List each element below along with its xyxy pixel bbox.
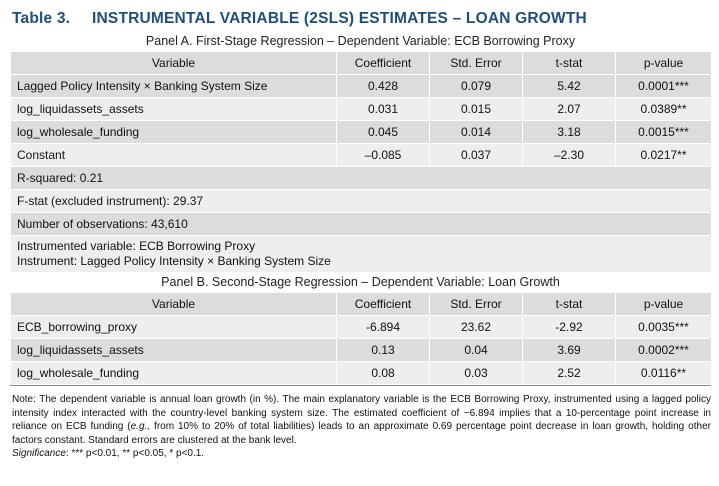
std-error-cell: 0.04 [429,338,523,362]
variable-cell: log_liquidassets_assets [10,338,337,362]
p-value-cell: 0.0002*** [615,338,712,362]
p-value-cell: 0.0001*** [615,74,712,98]
coefficient-cell: 0.13 [336,338,430,362]
column-header-std-error: Std. Error [429,292,523,316]
std-error-cell: 0.079 [429,74,523,98]
f-stat-cell: F-stat (excluded instrument): 29.37 [10,189,712,213]
table-note: Note: The dependent variable is annual l… [12,393,711,461]
panel-a-header-row: Variable Coefficient Std. Error t-stat p… [10,51,712,75]
t-stat-cell: 3.69 [522,338,616,362]
std-error-cell: 0.014 [429,120,523,144]
table-title: Table 3. INSTRUMENTAL VARIABLE (2SLS) ES… [12,10,711,28]
variable-cell: ECB_borrowing_proxy [10,315,337,339]
variable-cell: log_wholesale_funding [10,120,337,144]
t-stat-cell: -2.92 [522,315,616,339]
table-row: log_wholesale_funding 0.08 0.03 2.52 0.0… [10,361,712,385]
column-header-coefficient: Coefficient [336,51,430,75]
t-stat-cell: –2.30 [522,143,616,167]
std-error-cell: 0.03 [429,361,523,385]
coefficient-cell: –0.085 [336,143,430,167]
r-squared-cell: R-squared: 0.21 [10,166,712,190]
t-stat-cell: 2.52 [522,361,616,385]
instrumented-variable-line: Instrumented variable: ECB Borrowing Pro… [17,239,256,253]
column-header-t-stat: t-stat [522,292,616,316]
p-value-cell: 0.0389** [615,97,712,121]
p-value-cell: 0.0035*** [615,315,712,339]
column-header-p-value: p-value [615,292,712,316]
panel-a-table: Variable Coefficient Std. Error t-stat p… [10,51,712,273]
variable-cell: log_wholesale_funding [10,361,337,385]
t-stat-cell: 2.07 [522,97,616,121]
p-value-cell: 0.0015*** [615,120,712,144]
table-row: log_wholesale_funding 0.045 0.014 3.18 0… [10,120,712,144]
stat-row: Number of observations: 43,610 [10,212,712,236]
column-header-variable: Variable [10,292,337,316]
variable-cell: log_liquidassets_assets [10,97,337,121]
table-number: Table 3. [12,10,71,27]
table-row: log_liquidassets_assets 0.031 0.015 2.07… [10,97,712,121]
table-row: Lagged Policy Intensity × Banking System… [10,74,712,98]
table-row: Constant –0.085 0.037 –2.30 0.0217** [10,143,712,167]
instrument-cell: Instrumented variable: ECB Borrowing Pro… [10,235,712,273]
variable-cell: Lagged Policy Intensity × Banking System… [10,74,337,98]
column-header-coefficient: Coefficient [336,292,430,316]
t-stat-cell: 5.42 [522,74,616,98]
coefficient-cell: -6.894 [336,315,430,339]
t-stat-cell: 3.18 [522,120,616,144]
coefficient-cell: 0.031 [336,97,430,121]
std-error-cell: 0.037 [429,143,523,167]
std-error-cell: 23.62 [429,315,523,339]
std-error-cell: 0.015 [429,97,523,121]
variable-cell: Constant [10,143,337,167]
panel-b-heading: Panel B. Second-Stage Regression – Depen… [161,275,560,289]
coefficient-cell: 0.045 [336,120,430,144]
instrument-line: Instrument: Lagged Policy Intensity × Ba… [17,254,331,268]
panel-b-table: Variable Coefficient Std. Error t-stat p… [10,292,712,385]
note-eg: e.g., [130,421,151,432]
column-header-p-value: p-value [615,51,712,75]
stat-row: F-stat (excluded instrument): 29.37 [10,189,712,213]
significance-text: : *** p<0.01, ** p<0.05, * p<0.1. [65,448,205,459]
stat-row: R-squared: 0.21 [10,166,712,190]
note-text-part-2: from 10% to 20% of total liabilities) le… [12,421,711,446]
table-bottom-rule [10,385,711,386]
column-header-std-error: Std. Error [429,51,523,75]
table-title-text: INSTRUMENTAL VARIABLE (2SLS) ESTIMATES –… [92,10,587,27]
instrument-row: Instrumented variable: ECB Borrowing Pro… [10,235,712,273]
significance-label: Significance [12,448,66,459]
observations-cell: Number of observations: 43,610 [10,212,712,236]
panel-b-header-row: Variable Coefficient Std. Error t-stat p… [10,292,712,316]
column-header-variable: Variable [10,51,337,75]
p-value-cell: 0.0116** [615,361,712,385]
table-row: ECB_borrowing_proxy -6.894 23.62 -2.92 0… [10,315,712,339]
coefficient-cell: 0.428 [336,74,430,98]
p-value-cell: 0.0217** [615,143,712,167]
panel-a-heading: Panel A. First-Stage Regression – Depend… [145,34,576,48]
note-text-part-1: Note: The dependent variable is annual l… [12,394,711,432]
table-row: log_liquidassets_assets 0.13 0.04 3.69 0… [10,338,712,362]
column-header-t-stat: t-stat [522,51,616,75]
coefficient-cell: 0.08 [336,361,430,385]
